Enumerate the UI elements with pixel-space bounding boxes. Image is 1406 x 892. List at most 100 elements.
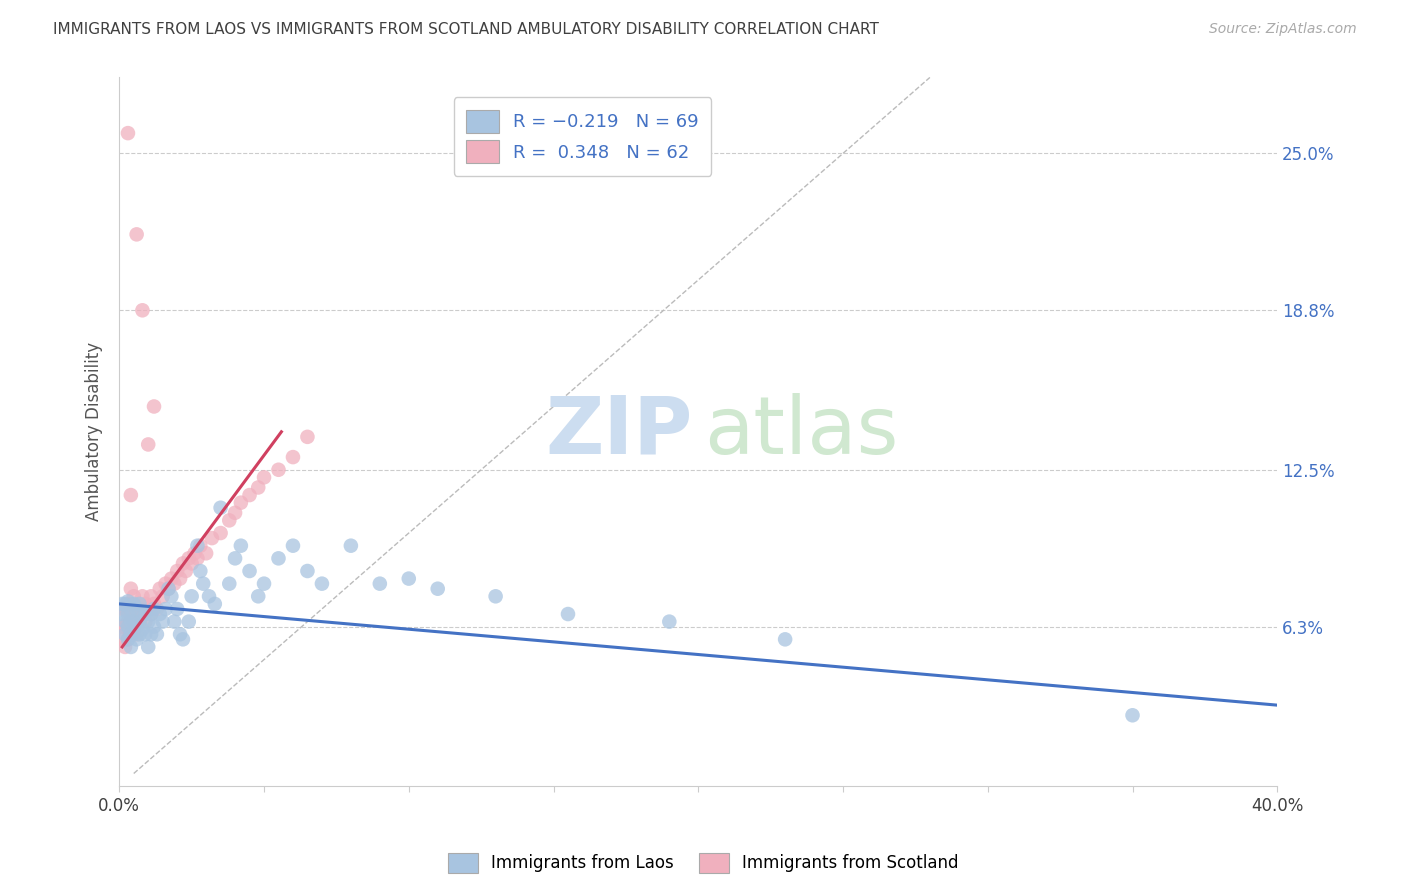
Point [136, 640, 159, 654]
Point [139, 627, 162, 641]
Point [120, 640, 142, 654]
Point [188, 564, 211, 578]
Point [125, 627, 148, 641]
Point [267, 551, 290, 566]
Point [131, 303, 153, 318]
Point [120, 615, 142, 629]
Point [117, 620, 139, 634]
Point [134, 615, 156, 629]
Point [146, 602, 169, 616]
Point [122, 615, 145, 629]
Point [139, 607, 162, 621]
Point [180, 557, 202, 571]
Point [160, 590, 183, 604]
Point [143, 400, 166, 414]
Point [209, 500, 232, 515]
Point [128, 627, 150, 641]
Point [136, 602, 159, 616]
Point [125, 602, 148, 616]
Point [155, 576, 177, 591]
Point [297, 564, 319, 578]
Point [122, 622, 145, 636]
Point [125, 632, 148, 647]
Point [209, 526, 232, 541]
Point [155, 602, 177, 616]
Point [125, 227, 148, 242]
Point [114, 640, 136, 654]
Text: Source: ZipAtlas.com: Source: ZipAtlas.com [1209, 22, 1357, 37]
Point [114, 620, 136, 634]
Point [114, 597, 136, 611]
Point [128, 602, 150, 616]
Point [658, 615, 681, 629]
Point [267, 463, 290, 477]
Point [143, 602, 166, 616]
Point [111, 602, 134, 616]
Point [111, 597, 134, 611]
Point [163, 615, 186, 629]
Point [120, 582, 142, 596]
Point [128, 615, 150, 629]
Point [120, 627, 142, 641]
Point [143, 620, 166, 634]
Point [117, 597, 139, 611]
Point [139, 590, 162, 604]
Point [253, 576, 276, 591]
Point [111, 607, 134, 621]
Point [131, 590, 153, 604]
Point [134, 627, 156, 641]
Point [131, 622, 153, 636]
Point [426, 582, 449, 596]
Point [198, 590, 221, 604]
Point [157, 582, 180, 596]
Point [180, 590, 202, 604]
Point [218, 513, 240, 527]
Point [166, 602, 188, 616]
Point [160, 572, 183, 586]
Point [281, 450, 304, 464]
Point [117, 607, 139, 621]
Point [177, 615, 200, 629]
Point [183, 546, 205, 560]
Point [193, 576, 215, 591]
Point [311, 576, 333, 591]
Point [149, 607, 172, 621]
Point [163, 576, 186, 591]
Point [122, 627, 145, 641]
Point [186, 539, 208, 553]
Point [174, 564, 197, 578]
Point [114, 627, 136, 641]
Point [122, 597, 145, 611]
Point [157, 582, 180, 596]
Point [131, 607, 153, 621]
Point [111, 620, 134, 634]
Y-axis label: Ambulatory Disability: Ambulatory Disability [86, 343, 103, 521]
Point [281, 539, 304, 553]
Point [247, 590, 270, 604]
Text: IMMIGRANTS FROM LAOS VS IMMIGRANTS FROM SCOTLAND AMBULATORY DISABILITY CORRELATI: IMMIGRANTS FROM LAOS VS IMMIGRANTS FROM … [53, 22, 879, 37]
Point [340, 539, 363, 553]
Point [238, 488, 260, 502]
Point [166, 564, 188, 578]
Point [134, 607, 156, 621]
Point [169, 627, 191, 641]
Point [143, 597, 166, 611]
Point [117, 632, 139, 647]
Text: ZIP: ZIP [546, 392, 693, 471]
Legend: Immigrants from Laos, Immigrants from Scotland: Immigrants from Laos, Immigrants from Sc… [441, 847, 965, 880]
Point [172, 632, 194, 647]
Point [120, 627, 142, 641]
Point [188, 539, 211, 553]
Point [195, 546, 218, 560]
Point [128, 615, 150, 629]
Point [120, 597, 142, 611]
Point [122, 607, 145, 621]
Point [485, 590, 508, 604]
Point [247, 480, 270, 494]
Point [297, 430, 319, 444]
Point [136, 615, 159, 629]
Point [224, 551, 246, 566]
Point [557, 607, 579, 621]
Point [128, 597, 150, 611]
Point [117, 594, 139, 608]
